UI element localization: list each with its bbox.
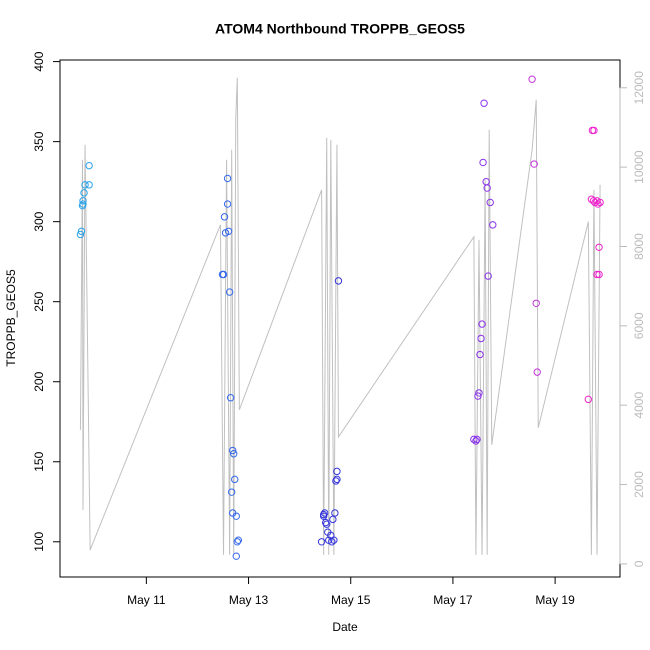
y-tick-label: 400 — [32, 51, 46, 71]
point — [81, 181, 89, 189]
point — [479, 158, 487, 167]
point — [226, 394, 235, 402]
point — [321, 518, 330, 527]
point — [595, 270, 603, 279]
point — [584, 395, 593, 404]
point — [478, 320, 486, 328]
point — [234, 536, 243, 544]
point — [323, 520, 331, 528]
point — [530, 160, 538, 168]
y2-tick-label: 4000 — [632, 392, 646, 419]
y-axis-label: TROPPB_GEOS5 — [4, 269, 18, 367]
point — [230, 450, 238, 458]
y2-tick-label: 2000 — [632, 471, 646, 498]
y2-tick-label: 12000 — [632, 71, 646, 105]
point — [79, 197, 87, 205]
chart-title: ATOM4 Northbound TROPPB_GEOS5 — [215, 21, 465, 37]
point — [595, 243, 603, 251]
point — [528, 75, 536, 83]
point — [334, 277, 343, 285]
point — [232, 512, 240, 520]
y-tick-label: 300 — [32, 211, 46, 231]
point — [225, 288, 234, 296]
point — [470, 435, 478, 444]
point — [532, 299, 540, 307]
point — [476, 350, 484, 359]
point — [233, 538, 241, 546]
point — [596, 198, 604, 207]
point — [76, 230, 85, 239]
y-tick-label: 150 — [32, 451, 46, 471]
point — [85, 161, 93, 170]
y2-tick-label: 0 — [632, 560, 646, 567]
x-tick-label: May 15 — [331, 593, 371, 607]
x-tick-label: May 13 — [229, 593, 269, 607]
point — [475, 389, 483, 397]
altitude-line — [79, 77, 601, 555]
point — [79, 200, 87, 208]
x-tick-label: May 11 — [127, 593, 166, 607]
y2-tick-label: 8000 — [632, 233, 646, 260]
point — [333, 475, 341, 484]
point — [590, 126, 598, 135]
point — [330, 536, 338, 544]
point — [473, 435, 481, 444]
y-tick-label: 200 — [32, 371, 46, 391]
point — [472, 437, 480, 445]
point — [533, 368, 541, 376]
point — [317, 538, 326, 546]
point — [77, 227, 86, 235]
point — [223, 174, 232, 183]
point — [229, 446, 237, 455]
point — [80, 189, 88, 197]
point — [474, 392, 482, 400]
y-tick-label: 350 — [32, 131, 46, 151]
point — [231, 475, 239, 484]
point — [223, 200, 232, 208]
point — [483, 184, 491, 192]
point — [477, 334, 485, 343]
point — [480, 99, 488, 107]
point — [333, 467, 341, 476]
point — [227, 488, 236, 496]
x-axis-label: Date — [332, 620, 358, 634]
point — [319, 512, 328, 520]
y-tick-label: 100 — [32, 531, 46, 551]
point — [320, 509, 329, 517]
point — [224, 227, 233, 235]
point — [486, 198, 494, 207]
x-tick-label: May 17 — [433, 593, 473, 607]
point — [332, 477, 340, 485]
point — [219, 270, 228, 279]
y2-tick-label: 6000 — [632, 312, 646, 339]
point — [331, 509, 339, 517]
point — [85, 181, 93, 189]
point — [328, 538, 336, 546]
point — [484, 272, 492, 280]
point — [594, 200, 602, 208]
point — [489, 221, 497, 229]
point — [232, 552, 240, 560]
y-tick-label: 250 — [32, 291, 46, 311]
point — [593, 270, 601, 279]
point — [329, 515, 337, 524]
point — [220, 213, 229, 221]
y2-tick-label: 10000 — [632, 150, 646, 184]
x-tick-label: May 19 — [535, 593, 575, 607]
